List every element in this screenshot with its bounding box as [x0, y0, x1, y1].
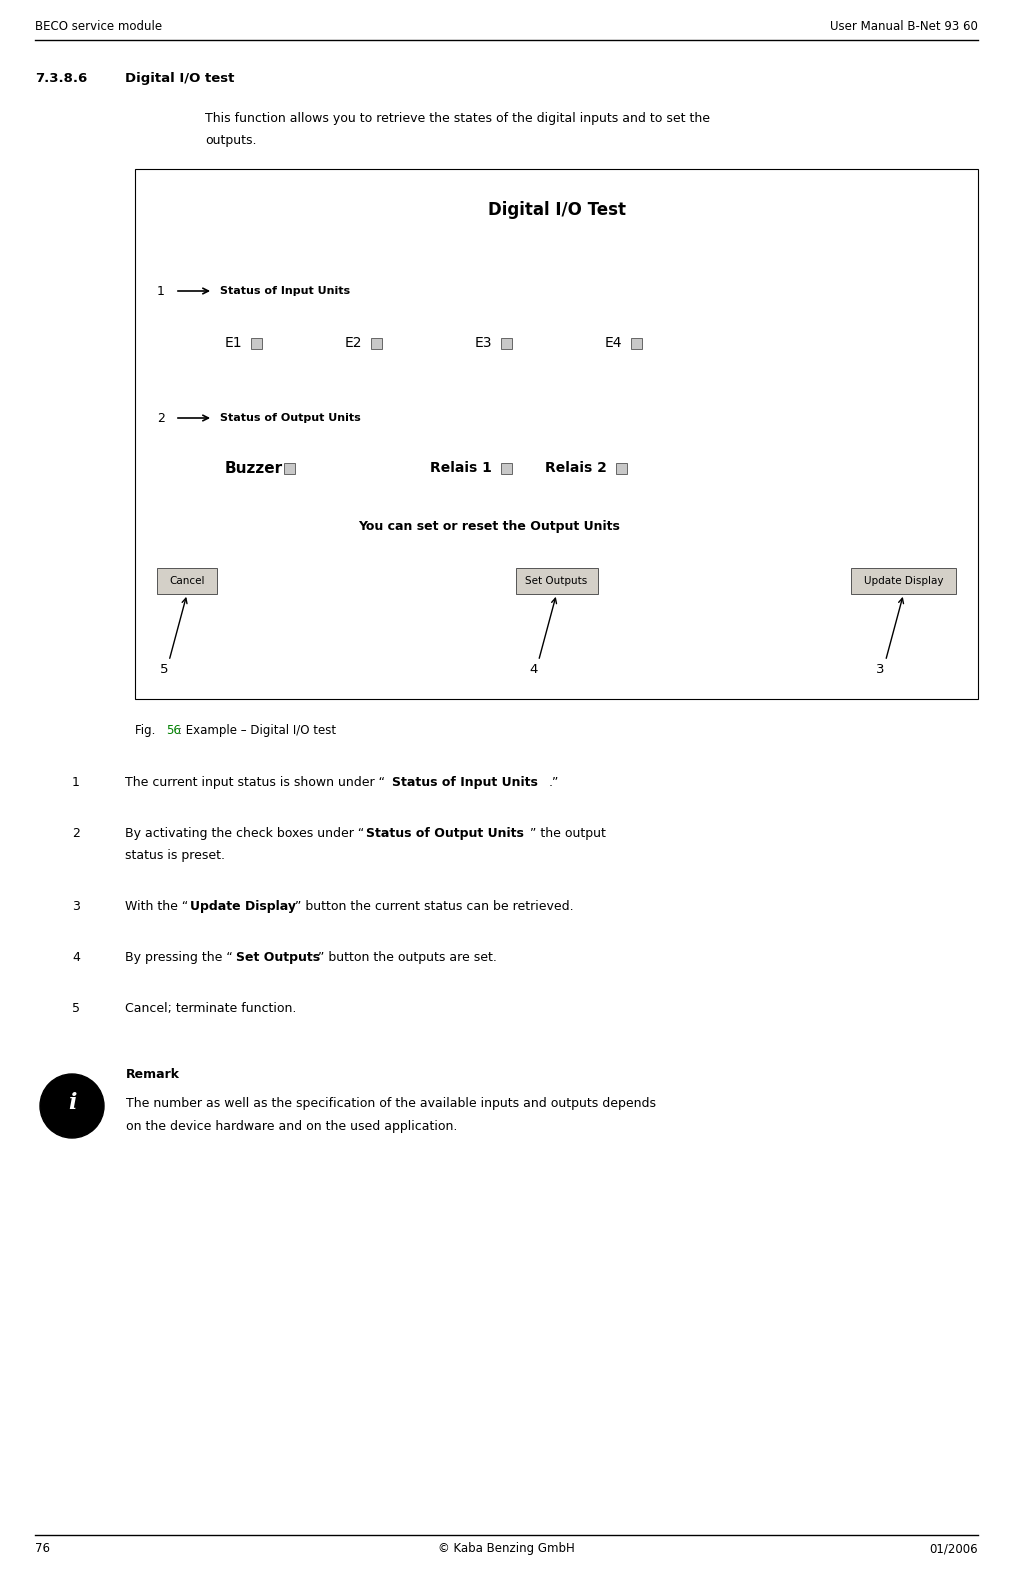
Text: E3: E3 — [475, 335, 492, 350]
Text: ” button the current status can be retrieved.: ” button the current status can be retri… — [295, 899, 573, 914]
Text: 4: 4 — [72, 951, 80, 964]
Bar — [851, 569, 956, 594]
Text: 2: 2 — [72, 827, 80, 839]
Text: The current input status is shown under “: The current input status is shown under … — [125, 776, 385, 789]
Text: User Manual B-Net 93 60: User Manual B-Net 93 60 — [830, 20, 978, 33]
Text: By activating the check boxes under “: By activating the check boxes under “ — [125, 827, 365, 839]
Text: .”: .” — [549, 776, 559, 789]
Text: Set Outputs: Set Outputs — [235, 951, 320, 964]
Bar — [371, 337, 382, 348]
Text: Buzzer: Buzzer — [225, 460, 283, 476]
Text: outputs.: outputs. — [205, 134, 256, 146]
Bar — [251, 337, 262, 348]
Bar — [501, 337, 512, 348]
Text: i: i — [68, 1091, 76, 1114]
Bar — [284, 463, 295, 474]
Text: 56: 56 — [166, 724, 180, 737]
Text: By pressing the “: By pressing the “ — [125, 951, 233, 964]
Text: 01/2006: 01/2006 — [929, 1542, 978, 1555]
Text: 1: 1 — [157, 285, 165, 298]
Text: ” button the outputs are set.: ” button the outputs are set. — [318, 951, 496, 964]
Text: Update Display: Update Display — [190, 899, 296, 914]
Text: Update Display: Update Display — [864, 576, 943, 586]
Text: With the “: With the “ — [125, 899, 188, 914]
Text: 2: 2 — [157, 411, 165, 425]
Text: 1: 1 — [72, 776, 80, 789]
Text: 3: 3 — [72, 899, 80, 914]
Bar — [516, 569, 598, 594]
Text: 3: 3 — [876, 663, 884, 676]
Text: Status of Input Units: Status of Input Units — [391, 776, 537, 789]
Text: Relais 2: Relais 2 — [545, 461, 607, 476]
Text: Digital I/O test: Digital I/O test — [125, 72, 234, 85]
Text: You can set or reset the Output Units: You can set or reset the Output Units — [359, 520, 620, 532]
Text: Cancel; terminate function.: Cancel; terminate function. — [125, 1002, 297, 1014]
Text: 5: 5 — [160, 663, 168, 676]
Text: E4: E4 — [605, 335, 623, 350]
Text: ” the output: ” the output — [531, 827, 607, 839]
Text: E1: E1 — [225, 335, 243, 350]
Text: Status of Output Units: Status of Output Units — [220, 413, 361, 424]
Text: Relais 1: Relais 1 — [430, 461, 492, 476]
Text: Remark: Remark — [126, 1068, 180, 1080]
Text: Digital I/O Test: Digital I/O Test — [487, 202, 625, 219]
Text: Status of Input Units: Status of Input Units — [220, 287, 350, 296]
Text: on the device hardware and on the used application.: on the device hardware and on the used a… — [126, 1120, 458, 1132]
Circle shape — [40, 1074, 104, 1139]
Text: The number as well as the specification of the available inputs and outputs depe: The number as well as the specification … — [126, 1098, 656, 1110]
Text: 5: 5 — [72, 1002, 80, 1014]
Bar — [616, 463, 627, 474]
Text: BECO service module: BECO service module — [35, 20, 162, 33]
Text: Fig.: Fig. — [135, 724, 159, 737]
Bar — [631, 337, 642, 348]
Text: Cancel: Cancel — [169, 576, 205, 586]
Bar — [135, 169, 978, 699]
Text: : Example – Digital I/O test: : Example – Digital I/O test — [178, 724, 336, 737]
Bar — [500, 463, 512, 474]
Text: Status of Output Units: Status of Output Units — [366, 827, 524, 839]
Text: status is preset.: status is preset. — [125, 849, 225, 862]
Text: 76: 76 — [35, 1542, 50, 1555]
Text: E2: E2 — [345, 335, 363, 350]
Bar — [157, 569, 217, 594]
Text: This function allows you to retrieve the states of the digital inputs and to set: This function allows you to retrieve the… — [205, 112, 710, 124]
Text: 7.3.8.6: 7.3.8.6 — [35, 72, 87, 85]
Text: Set Outputs: Set Outputs — [526, 576, 588, 586]
Text: © Kaba Benzing GmbH: © Kaba Benzing GmbH — [439, 1542, 574, 1555]
Text: 4: 4 — [530, 663, 538, 676]
